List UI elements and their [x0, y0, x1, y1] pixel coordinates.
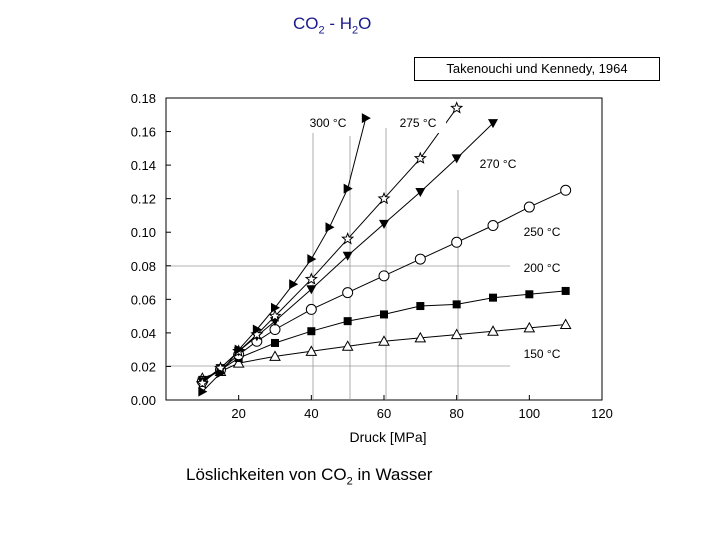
point-marker — [307, 254, 317, 265]
point-marker — [452, 300, 461, 309]
point-marker — [341, 232, 355, 245]
annotation-label: 270 °C — [480, 157, 517, 171]
point-marker — [525, 290, 534, 299]
point-marker — [378, 335, 390, 346]
point-marker — [488, 119, 498, 129]
caption: Löslichkeiten von CO2 in Wasser — [186, 465, 433, 488]
point-marker — [342, 251, 353, 261]
point-marker — [307, 327, 316, 336]
point-marker — [325, 222, 335, 233]
point-marker — [450, 328, 463, 340]
x-tick-label: 120 — [591, 406, 613, 421]
point-marker — [268, 309, 282, 322]
point-marker — [271, 302, 280, 313]
point-marker — [415, 187, 426, 197]
series-star-open — [195, 101, 464, 389]
series-line — [202, 189, 566, 382]
point-marker — [379, 219, 389, 229]
point-marker — [451, 236, 463, 248]
annotation-label: 150 °C — [524, 347, 561, 361]
point-marker — [269, 350, 281, 361]
point-marker — [306, 285, 317, 295]
x-tick-label: 20 — [231, 406, 245, 421]
x-tick-label: 40 — [304, 406, 318, 421]
annotation-label: 275 °C — [400, 116, 437, 130]
x-tick-label: 80 — [449, 406, 463, 421]
point-marker — [234, 344, 244, 355]
x-tick-label: 60 — [377, 406, 391, 421]
point-marker — [523, 201, 535, 213]
point-marker — [305, 303, 317, 315]
annotation-bg — [514, 344, 570, 364]
series-triangle-right-filled — [198, 113, 371, 397]
point-marker — [416, 302, 425, 311]
y-tick-label: 0.14 — [131, 158, 156, 173]
annotation-label: 250 °C — [524, 225, 561, 239]
y-tick-label: 0.02 — [131, 359, 156, 374]
y-tick-label: 0.00 — [131, 393, 156, 408]
point-marker — [216, 368, 226, 379]
y-tick-label: 0.18 — [131, 91, 156, 106]
point-marker — [489, 293, 497, 302]
series-triangle-open — [196, 318, 572, 383]
x-axis-label: Druck [MPa] — [349, 429, 426, 445]
point-marker — [414, 331, 427, 343]
y-tick-label: 0.06 — [131, 292, 156, 307]
point-marker — [198, 386, 208, 397]
source-label: Takenouchi und Kennedy, 1964 — [414, 57, 660, 81]
y-tick-label: 0.16 — [131, 125, 156, 140]
point-marker — [343, 317, 352, 326]
annotation-bg — [514, 222, 570, 242]
series-line — [201, 107, 458, 384]
annotation-bg — [514, 258, 570, 278]
annotation-bg — [390, 113, 446, 133]
y-tick-label: 0.08 — [131, 259, 156, 274]
point-marker — [487, 220, 499, 232]
point-marker — [450, 101, 464, 114]
point-marker — [523, 321, 536, 333]
point-marker — [378, 270, 390, 282]
point-marker — [271, 338, 279, 347]
point-marker — [232, 357, 245, 368]
y-tick-label: 0.04 — [131, 326, 156, 341]
point-marker — [252, 324, 262, 335]
y-tick-label: 0.12 — [131, 192, 156, 207]
x-tick-label: 100 — [518, 406, 540, 421]
annotation-bg — [470, 154, 526, 174]
annotation-label: 300 °C — [310, 116, 347, 130]
point-marker — [342, 287, 354, 299]
annotation-label: 200 °C — [524, 261, 561, 275]
point-marker — [377, 191, 391, 205]
point-marker — [561, 286, 570, 295]
point-marker — [341, 340, 354, 351]
point-marker — [413, 151, 427, 164]
point-marker — [414, 253, 426, 265]
point-marker — [560, 184, 572, 196]
point-marker — [487, 325, 499, 336]
series-line — [201, 117, 367, 392]
point-marker — [195, 376, 209, 389]
point-marker — [343, 183, 353, 194]
page-title: CO2 - H2O — [293, 14, 372, 37]
point-marker — [289, 279, 299, 290]
point-marker — [380, 310, 388, 319]
point-marker — [559, 318, 572, 329]
annotation-bg — [300, 113, 356, 133]
y-tick-label: 0.10 — [131, 225, 156, 240]
point-marker — [304, 272, 318, 285]
point-marker — [305, 345, 318, 356]
point-marker — [451, 154, 462, 164]
point-marker — [361, 113, 371, 124]
